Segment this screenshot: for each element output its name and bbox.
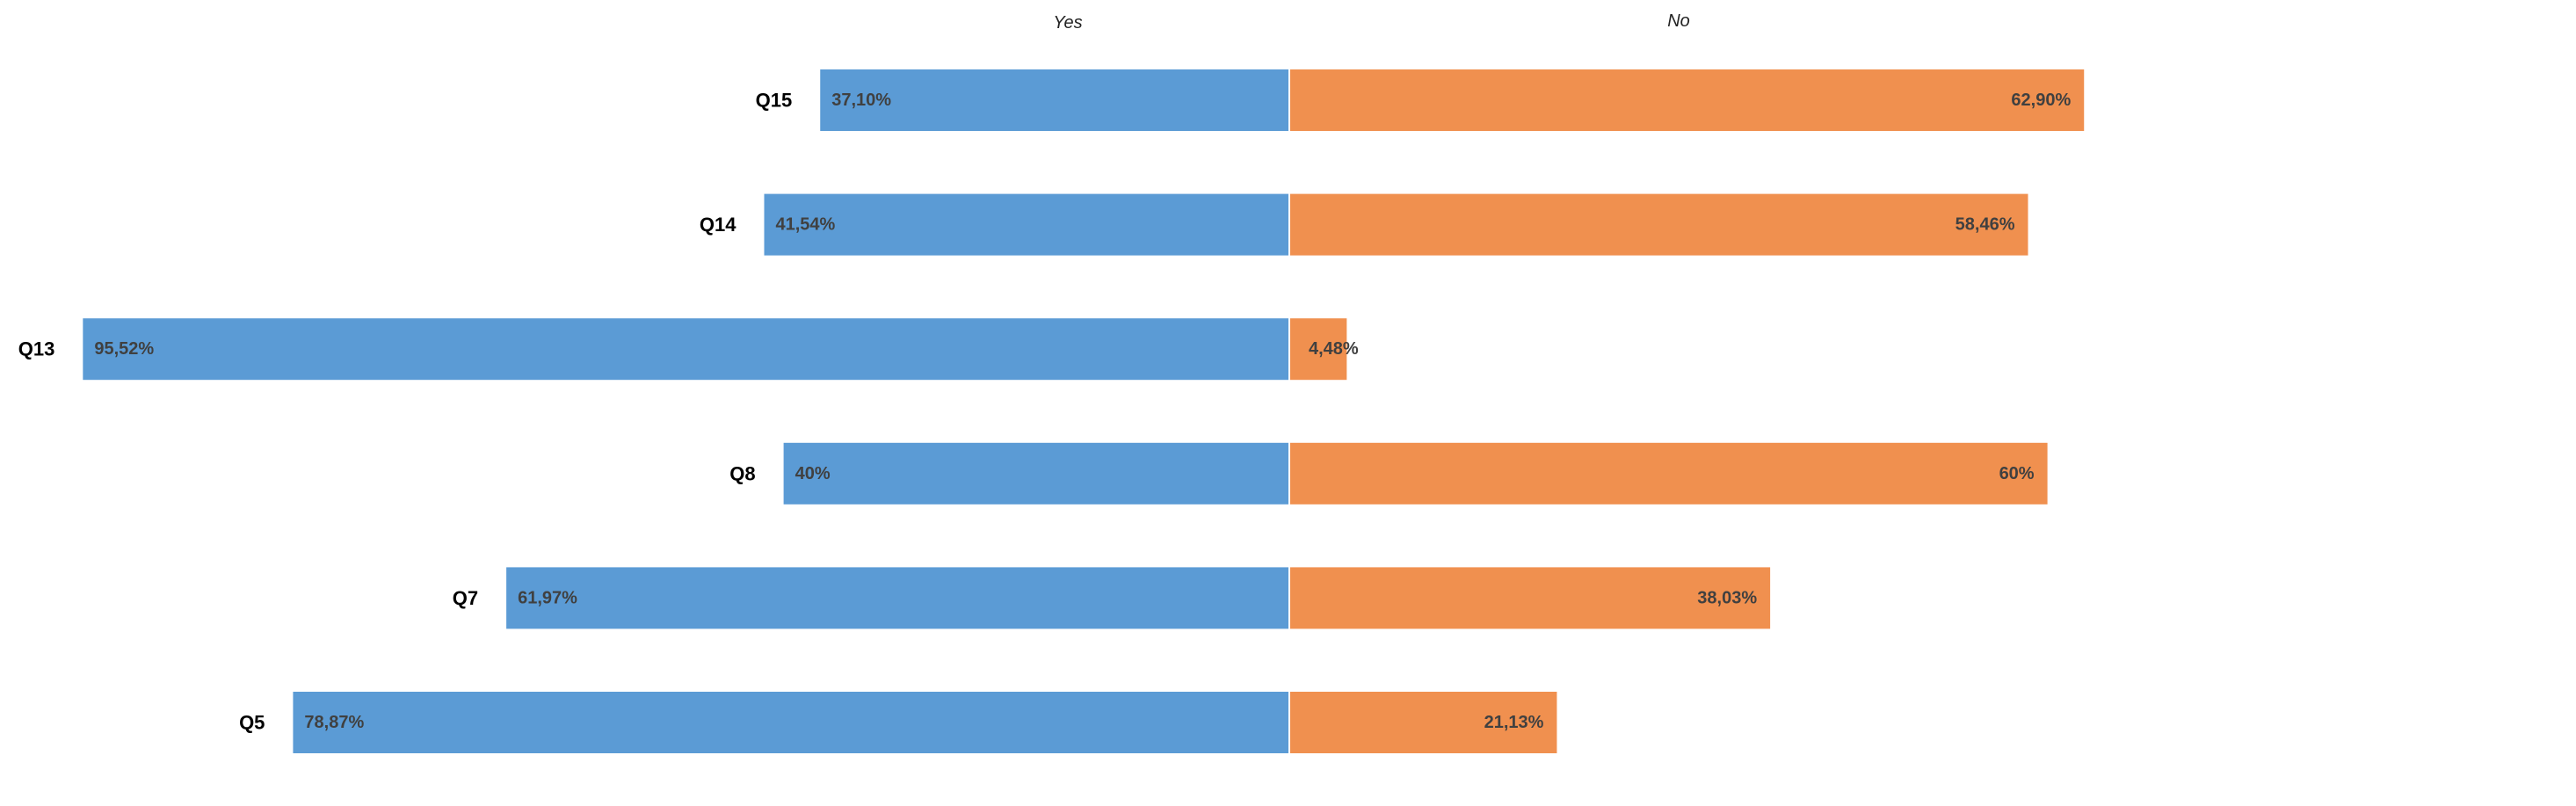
bar-yes-q5 <box>293 692 1289 753</box>
category-label-q8: Q8 <box>729 462 755 484</box>
bar-yes-q8 <box>783 442 1288 505</box>
bar-yes-q14 <box>764 193 1288 256</box>
data-label-no-q7: 38,03% <box>1697 588 1757 607</box>
bar-yes-q7 <box>506 567 1288 629</box>
bar-no-q7 <box>1290 567 1771 629</box>
category-label-q5: Q5 <box>239 712 265 734</box>
data-label-no-q13: 4,48% <box>1309 339 1359 359</box>
bar-no-q8 <box>1290 442 2048 505</box>
data-label-yes-q7: 61,97% <box>518 588 577 607</box>
category-label-q7: Q7 <box>453 587 478 609</box>
data-label-yes-q8: 40% <box>795 464 831 483</box>
data-label-yes-q15: 37,10% <box>831 91 891 110</box>
bar-no-q5 <box>1290 692 1557 753</box>
bar-no-q13 <box>1290 318 1347 381</box>
data-label-yes-q5: 78,87% <box>304 713 364 732</box>
category-label-q14: Q14 <box>700 214 737 236</box>
data-label-yes-q14: 41,54% <box>775 215 835 235</box>
bar-no-q15 <box>1290 69 2085 131</box>
bar-yes-q15 <box>820 69 1288 131</box>
data-label-no-q15: 62,90% <box>2011 91 2071 110</box>
category-label-q15: Q15 <box>756 90 793 112</box>
data-label-no-q5: 21,13% <box>1484 713 1544 732</box>
data-label-no-q14: 58,46% <box>1956 215 2015 235</box>
bars-group: Q15 37,10% 62,90% Q14 41,54% 58,46% Q13 95,52% 4… <box>18 69 2085 753</box>
data-label-no-q8: 60% <box>1999 464 2035 483</box>
series-header-yes: Yes <box>1053 13 1082 33</box>
category-label-q13: Q13 <box>18 338 55 360</box>
series-header-no: No <box>1667 11 1690 31</box>
bar-yes-q13 <box>83 318 1289 381</box>
data-label-yes-q13: 95,52% <box>94 339 154 359</box>
bar-no-q14 <box>1290 193 2028 256</box>
